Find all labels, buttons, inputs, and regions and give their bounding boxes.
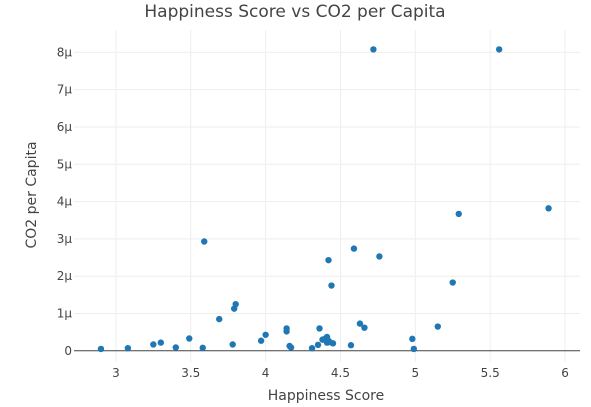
grid-layer [74, 30, 580, 362]
y-tick-label: 5μ [57, 157, 73, 171]
data-point [361, 324, 368, 331]
data-point [409, 335, 416, 343]
data-point [97, 345, 105, 353]
y-tick-label: 3μ [57, 232, 73, 246]
points-layer [97, 46, 552, 353]
x-axis-title: Happiness Score [268, 388, 385, 404]
data-point [376, 253, 383, 260]
data-point [455, 210, 462, 218]
data-point [283, 325, 290, 332]
x-tick-label: 5.5 [481, 366, 500, 380]
y-tick-label: 4μ [57, 195, 73, 209]
data-point [186, 335, 193, 342]
data-point [262, 331, 269, 338]
data-point [316, 325, 323, 332]
data-point [347, 342, 355, 349]
y-tick-label: 2μ [57, 269, 73, 283]
data-point [410, 345, 418, 353]
data-point [449, 279, 456, 286]
x-tick-label: 5 [412, 366, 420, 380]
x-tick-label: 6 [561, 366, 569, 380]
x-tick-label: 4.5 [331, 366, 350, 380]
data-point [124, 344, 132, 352]
data-point [257, 337, 265, 344]
data-point [325, 256, 332, 264]
data-point [356, 320, 364, 327]
data-point [370, 46, 377, 53]
data-point [150, 341, 157, 348]
data-point [216, 315, 223, 323]
data-point [328, 282, 335, 289]
data-point [350, 245, 358, 252]
x-tick-label: 3 [112, 366, 120, 380]
y-tick-label: 7μ [57, 83, 73, 97]
x-tick-label: 3.5 [181, 366, 200, 380]
y-axis-title: CO2 per Capita [24, 141, 40, 248]
chart-title: Happiness Score vs CO2 per Capita [144, 2, 445, 22]
y-tick-label: 6μ [57, 120, 73, 134]
data-point [329, 340, 337, 347]
y-tick-label: 8μ [57, 45, 73, 59]
data-point [314, 341, 322, 349]
data-point [232, 300, 239, 308]
data-point [201, 238, 208, 245]
data-point [199, 344, 206, 352]
data-point [545, 205, 552, 212]
x-tick-label: 4 [262, 366, 270, 380]
axis-layer: 3 3.5 4 4.5 5 5.5 6 0 1μ 2μ 3μ 4μ 5μ 6μ 7μ 8μ [57, 45, 580, 380]
data-point [229, 341, 236, 348]
data-point [495, 46, 503, 53]
data-point [434, 323, 441, 330]
data-point [157, 339, 165, 346]
data-point [287, 344, 295, 351]
data-point [172, 344, 179, 351]
data-point [308, 344, 316, 352]
y-tick-label: 0 [64, 344, 72, 358]
y-tick-label: 1μ [57, 307, 73, 321]
